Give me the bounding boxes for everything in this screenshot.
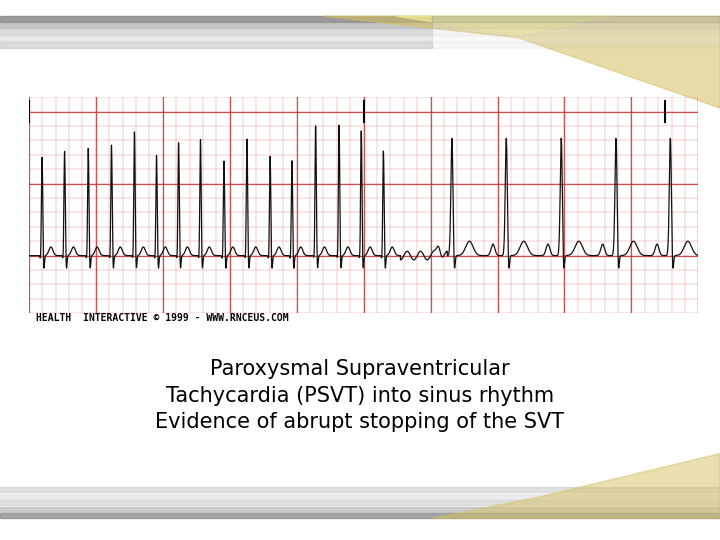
Bar xyxy=(0,494,720,499)
Bar xyxy=(432,16,720,22)
Polygon shape xyxy=(396,16,612,35)
Text: HEALTH  INTERACTIVE © 1999 - WWW.RNCEUS.COM: HEALTH INTERACTIVE © 1999 - WWW.RNCEUS.C… xyxy=(36,313,289,323)
Bar xyxy=(0,507,720,512)
Text: Paroxysmal Supraventricular
Tachycardia (PSVT) into sinus rhythm
Evidence of abr: Paroxysmal Supraventricular Tachycardia … xyxy=(156,359,564,432)
Bar xyxy=(432,23,720,28)
Bar xyxy=(0,42,432,48)
Bar xyxy=(0,29,432,35)
Bar xyxy=(432,42,720,48)
Bar xyxy=(432,36,720,41)
Bar xyxy=(0,513,720,518)
Polygon shape xyxy=(432,454,720,518)
Bar xyxy=(0,16,432,22)
Bar xyxy=(432,29,720,35)
Polygon shape xyxy=(324,16,720,108)
Bar xyxy=(0,487,720,492)
Bar xyxy=(0,500,720,505)
Bar xyxy=(0,23,432,28)
Bar xyxy=(0,36,432,41)
